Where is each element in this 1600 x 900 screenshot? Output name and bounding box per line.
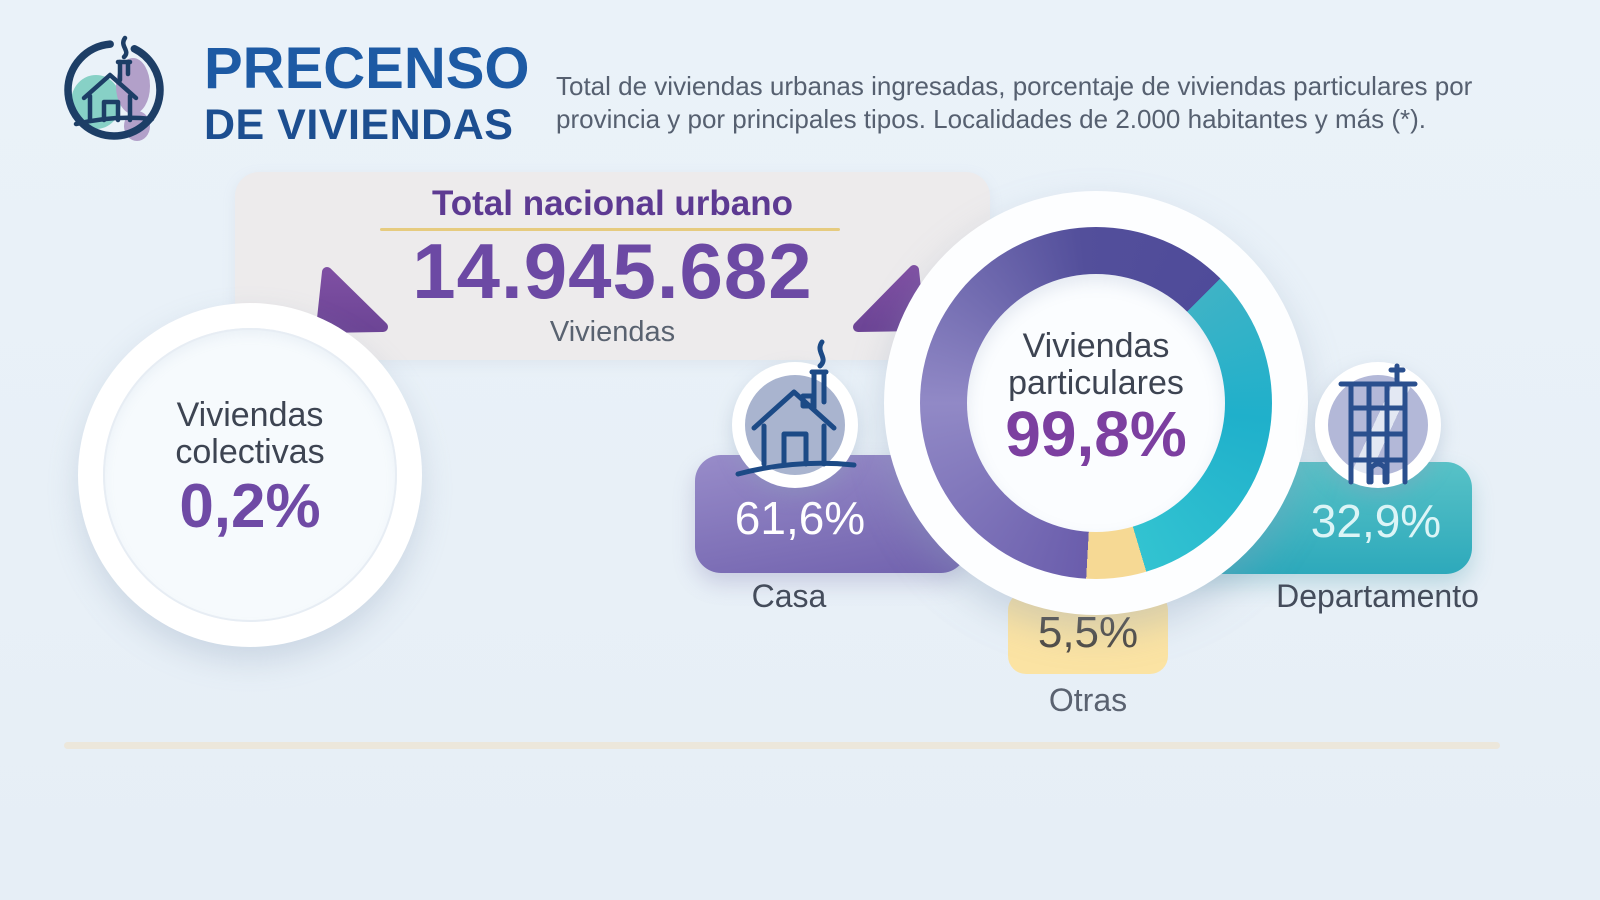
colectivas-circle: Viviendas colectivas 0,2%	[78, 303, 422, 647]
brand-title: PRECENSO DE VIVIENDAS	[204, 40, 530, 147]
total-unit: Viviendas	[549, 316, 676, 348]
brand-line1: PRECENSO	[204, 36, 530, 101]
total-card-underline	[380, 228, 840, 231]
colectivas-label-line1: Viviendas	[176, 396, 324, 434]
donut-hole	[967, 274, 1225, 532]
departamento-value: 32,9%	[1310, 495, 1442, 547]
casa-value: 61,6%	[734, 492, 866, 544]
casa-label: Casa	[751, 578, 827, 614]
donut-chart: Viviendas particulares 99,8%	[884, 191, 1308, 615]
colectivas-circle-inner	[103, 328, 397, 622]
particulares-label: Viviendas particulares	[884, 327, 1308, 403]
particulares-label-line1: Viviendas	[1022, 327, 1170, 365]
brand-line2: DE VIVIENDAS	[204, 101, 514, 149]
logo-house-icon	[64, 35, 164, 141]
particulares-value: 99,8%	[1005, 398, 1187, 470]
colectivas-value: 0,2%	[179, 472, 321, 541]
total-number: 14.945.682	[412, 227, 813, 315]
precenso-logo	[58, 28, 170, 152]
house-icon	[735, 339, 857, 477]
subtitle-line2: provincia y por principales tipos. Local…	[556, 104, 1427, 135]
donut-ring	[920, 227, 1272, 579]
departamento-label: Departamento	[1276, 578, 1479, 614]
building-icon	[1338, 363, 1418, 485]
triangle-left-icon	[316, 267, 388, 333]
departamento-badge	[1315, 362, 1441, 488]
total-card-title: Total nacional urbano	[431, 184, 794, 223]
page-subtitle: Total de viviendas urbanas ingresadas, p…	[556, 70, 1536, 137]
casa-badge	[732, 339, 858, 488]
otras-label: Otras	[1048, 682, 1128, 718]
particulares-label-line2: particulares	[1008, 364, 1184, 403]
otras-value: 5,5%	[1037, 608, 1139, 657]
bottom-divider	[64, 742, 1500, 749]
colectivas-label-line2: colectivas	[175, 433, 325, 472]
colectivas-label: Viviendas colectivas	[78, 396, 422, 472]
subtitle-line1: Total de viviendas urbanas ingresadas, p…	[556, 71, 1473, 101]
